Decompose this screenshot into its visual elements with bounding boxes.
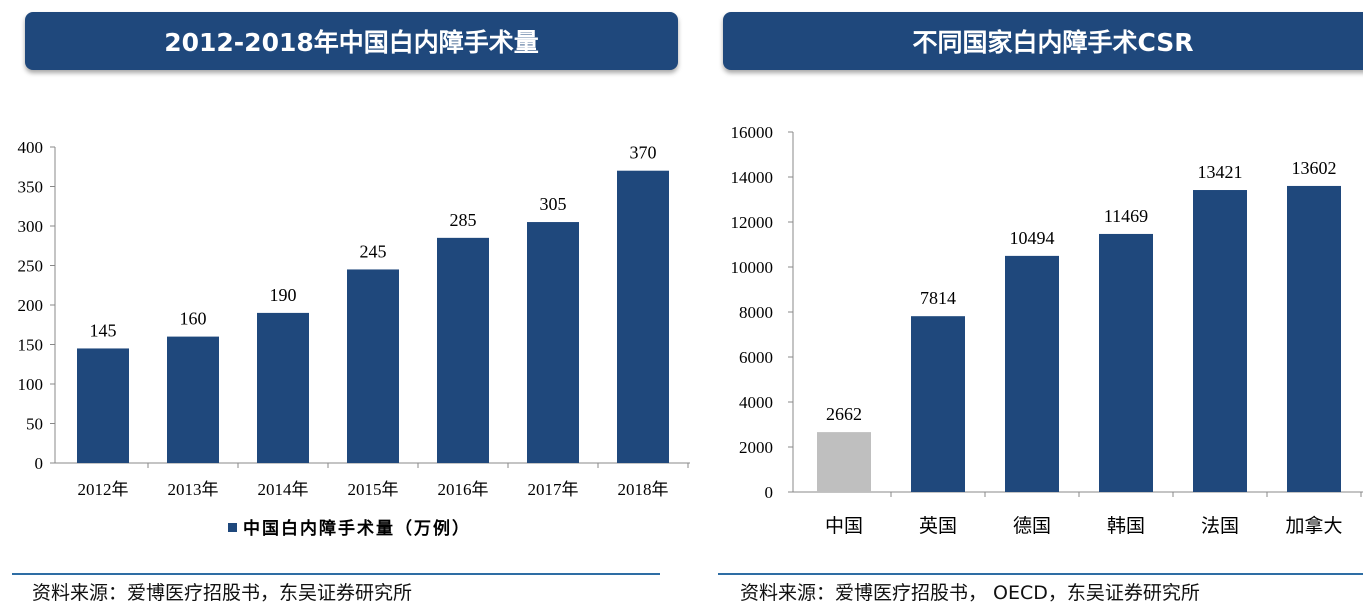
left-source-rule xyxy=(12,573,660,575)
data-label: 11469 xyxy=(1104,206,1148,226)
data-label: 285 xyxy=(450,210,477,230)
y-tick-label: 50 xyxy=(26,415,43,434)
x-tick-label: 加拿大 xyxy=(1285,514,1342,537)
x-tick-label: 德国 xyxy=(1013,515,1051,537)
y-tick-label: 4000 xyxy=(739,393,773,412)
x-tick-label: 韩国 xyxy=(1107,515,1145,537)
y-tick-label: 400 xyxy=(18,138,44,157)
x-tick-label: 法国 xyxy=(1201,515,1239,537)
bar xyxy=(527,222,579,463)
x-tick-label: 2017年 xyxy=(528,480,579,499)
data-label: 160 xyxy=(180,309,207,329)
x-tick-label: 2012年 xyxy=(78,480,129,499)
x-tick-label: 2016年 xyxy=(438,480,489,499)
bar xyxy=(347,269,399,463)
bar xyxy=(257,312,309,463)
x-tick-label: 中国 xyxy=(825,515,863,537)
x-tick-label: 2018年 xyxy=(618,480,669,499)
bar xyxy=(911,316,965,492)
data-label: 190 xyxy=(270,285,297,305)
y-tick-label: 0 xyxy=(765,483,774,502)
bar xyxy=(1099,233,1153,492)
y-tick-label: 2000 xyxy=(739,438,773,457)
right-chart-title: 不同国家白内障手术CSR xyxy=(723,12,1363,70)
legend-label: 中国白内障手术量（万例） xyxy=(243,518,471,539)
y-tick-label: 0 xyxy=(35,454,44,473)
data-label: 370 xyxy=(630,143,657,163)
bar xyxy=(817,432,871,492)
x-tick-label: 2015年 xyxy=(348,480,399,499)
y-tick-label: 350 xyxy=(18,178,44,197)
bar xyxy=(1005,255,1059,492)
x-tick-label: 2014年 xyxy=(258,480,309,499)
data-label: 245 xyxy=(360,241,387,261)
y-tick-label: 12000 xyxy=(731,213,774,232)
y-tick-label: 8000 xyxy=(739,303,773,322)
x-tick-label: 2013年 xyxy=(168,480,219,499)
data-label: 7814 xyxy=(920,288,956,308)
data-label: 13602 xyxy=(1292,158,1337,178)
data-label: 10494 xyxy=(1010,228,1055,248)
right-source-rule xyxy=(718,573,1363,575)
x-tick-label: 英国 xyxy=(919,515,957,537)
bar xyxy=(437,237,489,463)
right-source-note: 资料来源：爱博医疗招股书， OECD，东吴证券研究所 xyxy=(740,582,1200,604)
data-label: 2662 xyxy=(826,404,862,424)
bar xyxy=(1287,185,1341,492)
left-source-note: 资料来源：爱博医疗招股书，东吴证券研究所 xyxy=(32,582,413,604)
y-tick-label: 14000 xyxy=(731,168,774,187)
y-tick-label: 6000 xyxy=(739,348,773,367)
bar xyxy=(167,336,219,463)
data-label: 305 xyxy=(540,194,567,214)
y-tick-label: 150 xyxy=(18,336,44,355)
y-tick-label: 200 xyxy=(18,296,44,315)
y-tick-label: 300 xyxy=(18,217,44,236)
left-chart-title: 2012-2018年中国白内障手术量 xyxy=(25,12,678,70)
y-tick-label: 250 xyxy=(18,257,44,276)
legend-swatch xyxy=(228,523,237,532)
bar xyxy=(617,170,669,463)
data-label: 13421 xyxy=(1198,162,1243,182)
data-label: 145 xyxy=(90,320,117,340)
bar xyxy=(77,348,129,463)
y-tick-label: 100 xyxy=(18,375,44,394)
y-tick-label: 10000 xyxy=(731,258,774,277)
bar xyxy=(1193,190,1247,492)
y-tick-label: 16000 xyxy=(731,123,774,142)
